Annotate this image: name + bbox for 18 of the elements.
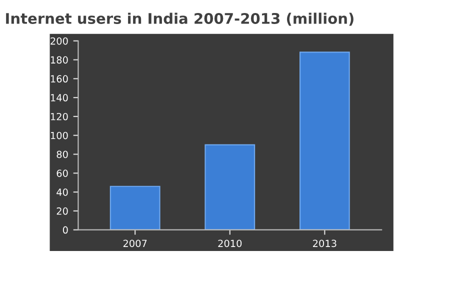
x-tick-label: 2010 — [218, 240, 242, 248]
bar — [110, 186, 160, 230]
y-tick-label: 160 — [51, 75, 68, 83]
y-tick-label: 100 — [51, 132, 68, 140]
y-tick-label: 60 — [56, 170, 68, 177]
y-tick-label: 40 — [56, 188, 68, 196]
y-tick-label: 0 — [62, 226, 68, 234]
x-tick-label: 2013 — [313, 240, 336, 248]
y-tick-label: 120 — [51, 112, 68, 120]
y-tick-label: 140 — [51, 94, 68, 102]
chart-title: Internet users in India 2007-2013 (million) — [6, 12, 354, 26]
bar — [299, 52, 350, 230]
y-tick-label: 20 — [56, 207, 68, 215]
x-tick-label: 2007 — [123, 240, 147, 248]
bar — [204, 144, 256, 230]
y-tick-label: 80 — [56, 150, 68, 158]
y-tick-label: 200 — [50, 37, 68, 45]
y-tick-label: 180 — [51, 56, 68, 64]
